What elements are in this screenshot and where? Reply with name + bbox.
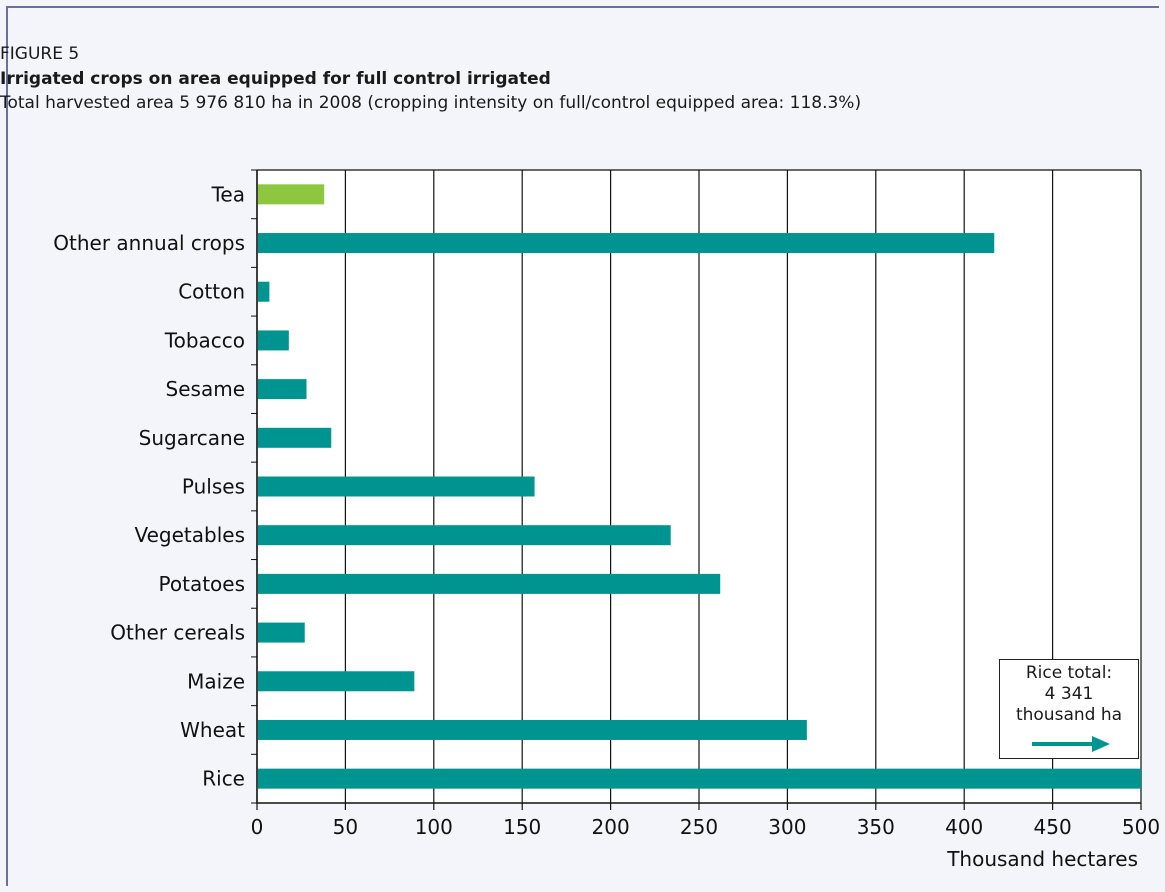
category-labels: Tea Other annual crops Cotton Tobacco Sesame… xyxy=(53,182,245,790)
figure-subtitle: Total harvested area 5 976 810 ha in 200… xyxy=(0,93,862,113)
bar xyxy=(258,281,270,302)
x-tick-label: 100 xyxy=(415,815,453,839)
bar xyxy=(258,427,332,448)
category-label: Other annual crops xyxy=(53,231,245,255)
x-tick-label: 400 xyxy=(945,815,983,839)
x-tick-label: 250 xyxy=(680,815,718,839)
x-axis-title: Thousand hectares xyxy=(946,847,1138,871)
category-label: Sugarcane xyxy=(139,426,245,450)
annotation-line-1: Rice total: xyxy=(1025,663,1113,683)
bar xyxy=(258,622,305,643)
category-label: Tobacco xyxy=(164,328,245,352)
bar xyxy=(258,768,1141,789)
annotation-line-3: thousand ha xyxy=(1015,705,1123,725)
category-label: Cotton xyxy=(178,280,245,304)
x-ticks: 0 50 100 150 200 250 300 350 400 450 500 xyxy=(251,169,1160,839)
bar xyxy=(258,233,995,254)
figure-label: FIGURE 5 xyxy=(0,44,80,64)
bar xyxy=(258,525,671,546)
x-tick-label: 300 xyxy=(768,815,806,839)
bar xyxy=(258,330,289,351)
figure-frame xyxy=(6,6,1159,886)
category-label: Wheat xyxy=(180,718,245,742)
category-label: Vegetables xyxy=(134,523,245,547)
x-tick-label: 350 xyxy=(857,815,895,839)
bar xyxy=(258,184,325,205)
bar xyxy=(258,719,807,740)
bars xyxy=(258,184,1141,789)
category-label: Maize xyxy=(187,669,245,693)
x-tick-label: 500 xyxy=(1122,815,1160,839)
x-tick-label: 200 xyxy=(592,815,630,839)
category-label: Rice xyxy=(202,767,245,791)
bar xyxy=(258,671,415,692)
x-tick-label: 0 xyxy=(251,815,264,839)
bar xyxy=(258,573,721,594)
category-label: Pulses xyxy=(182,475,245,499)
figure-title: Irrigated crops on area equipped for ful… xyxy=(0,69,551,89)
x-tick-label: 50 xyxy=(333,815,358,839)
category-label: Potatoes xyxy=(159,572,245,596)
right-arrow-icon xyxy=(1032,736,1110,752)
category-label: Tea xyxy=(211,182,245,206)
category-label: Other cereals xyxy=(110,621,245,645)
x-tick-label: 450 xyxy=(1034,815,1072,839)
bar xyxy=(258,379,307,400)
bar xyxy=(258,476,535,497)
rice-total-annotation: Rice total: 4 341 thousand ha xyxy=(999,659,1139,759)
x-tick-label: 150 xyxy=(503,815,541,839)
category-label: Sesame xyxy=(166,377,245,401)
annotation-line-2: 4 341 xyxy=(1044,684,1094,704)
